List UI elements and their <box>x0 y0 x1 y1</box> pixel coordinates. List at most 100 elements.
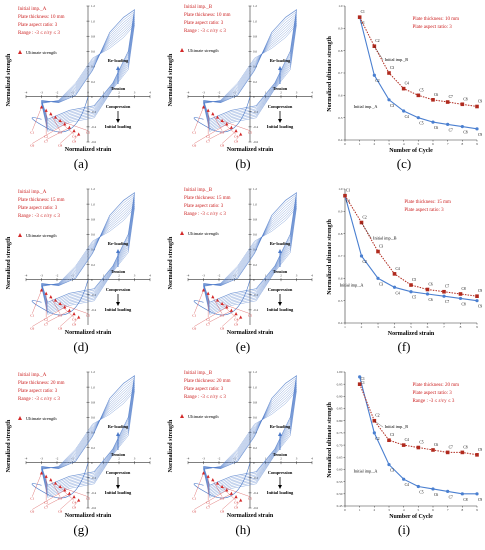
x-axis-title: Number of Cycle <box>389 148 433 154</box>
point-imp-b <box>475 453 479 457</box>
x-tick-label: 3 <box>296 91 298 95</box>
y-tick-label: 0.6 <box>253 233 257 237</box>
cycle-label: C9 <box>234 323 238 327</box>
x-tick-label: 2 <box>280 91 282 95</box>
y-tick-label: 1.2 <box>253 4 257 8</box>
point-imp-b <box>387 71 391 75</box>
info-line: Plate aspect ratio: 3 <box>412 391 452 396</box>
cycle-label: C2 <box>206 500 210 504</box>
y-tick-label: 1.2 <box>253 187 257 191</box>
reloading-arrowhead <box>278 66 282 70</box>
cycle-leader <box>73 134 79 140</box>
hysteresis-loop <box>41 379 135 489</box>
hysteresis-loop <box>41 20 135 129</box>
point-imp-a <box>416 116 420 120</box>
point-label-imp-a: C6 <box>429 298 433 302</box>
ultimate-marker <box>234 129 238 133</box>
cycle-label: C6 <box>192 510 196 514</box>
x-tick-label: 4 <box>311 457 313 461</box>
y-tick-label: 1.0 <box>91 19 95 23</box>
y-tick-label: 0.85 <box>337 407 343 411</box>
point-label-imp-b: C7 <box>449 95 453 99</box>
cycle-label: C6 <box>30 510 34 514</box>
point-label-imp-b: C1 <box>361 10 365 14</box>
point-label-imp-a: C5 <box>419 122 423 126</box>
cycle-label: C3 <box>58 497 62 501</box>
x-tick-label: 2 <box>280 274 282 278</box>
panel-letter: (e) <box>236 339 250 354</box>
initial-loading-label: Initial loading <box>105 124 132 129</box>
point-imp-a <box>431 487 435 491</box>
panel-letter: (a) <box>74 156 88 171</box>
point-label-imp-b: C4 <box>405 438 409 442</box>
point-imp-b <box>431 448 435 452</box>
point-label-imp-a: C9 <box>478 498 482 502</box>
cycle-label: C9 <box>234 506 238 510</box>
cycle-leader <box>194 107 204 131</box>
y-tick-label: 0.8 <box>91 400 95 404</box>
initial-loading-label: Initial loading <box>267 307 294 312</box>
hysteresis-loop <box>203 203 297 312</box>
x-tick-label: -2 <box>218 457 221 461</box>
cycle-label: C8 <box>58 144 62 148</box>
x-tick-label: 1 <box>344 325 346 329</box>
hysteresis-loop <box>203 192 297 303</box>
x-tick-label: 9 <box>476 325 478 329</box>
point-imp-a <box>460 125 464 129</box>
point-imp-b <box>460 102 465 107</box>
hysteresis-loop <box>203 199 297 309</box>
point-imp-b <box>460 450 465 455</box>
point-imp-a <box>387 462 391 467</box>
point-label-imp-a: C8 <box>463 131 467 135</box>
point-label-imp-a: C3 <box>390 104 394 108</box>
point-label-imp-a: C4 <box>405 483 409 487</box>
x-tick-label: -3 <box>40 91 43 95</box>
ultimate-marker <box>206 291 210 295</box>
x-axis-title: Number of Cycle <box>389 514 433 520</box>
legend-label: Ultimate strength <box>26 416 57 421</box>
hysteresis-loop <box>41 196 135 306</box>
cycle-leader <box>208 493 232 506</box>
info-line: Plate thickness: 10 mm <box>18 15 65 20</box>
hysteresis-loop <box>41 207 135 315</box>
cycle-label: C3 <box>220 497 224 501</box>
info-line: Range : -3 ≤ ε/εy ≤ 3 <box>184 29 226 34</box>
y-tick-label: 0.4 <box>338 321 343 325</box>
point-imp-a <box>416 484 420 489</box>
cycle-label: C1 <box>30 497 34 501</box>
point-label-imp-a: C5 <box>419 491 423 495</box>
point-label-imp-b: C4 <box>396 267 400 271</box>
hysteresis-loop <box>203 196 297 306</box>
info-line: Plate aspect ratio: 3 <box>184 387 224 392</box>
series-line-imp-b <box>359 384 478 456</box>
y-tick-label: 0.6 <box>338 277 343 281</box>
hysteresis-loop <box>203 380 297 491</box>
y-tick-label: 0.2 <box>253 446 257 450</box>
compression-label: Compression <box>268 470 293 475</box>
point-label-imp-b: C7 <box>449 445 453 449</box>
series-label-leader <box>361 222 372 239</box>
reloading-arrowhead <box>278 432 282 436</box>
hysteresis-loop <box>41 9 135 120</box>
cycle-label: C2 <box>44 134 48 138</box>
x-tick-label: 4 <box>149 457 151 461</box>
point-imp-b <box>475 104 479 109</box>
cycle-label: C7 <box>44 506 48 510</box>
y-tick-label: 1.0 <box>91 385 95 389</box>
compression-label: Compression <box>106 287 131 292</box>
point-imp-b <box>357 15 362 19</box>
cycle-label: C3 <box>58 131 62 135</box>
ultimate-marker <box>201 288 206 292</box>
info-line: Initial imp._A <box>18 373 47 378</box>
legend-label: Ultimate strength <box>188 414 219 419</box>
cycle-label: C9 <box>72 506 76 510</box>
ultimate-marker <box>53 115 58 119</box>
point-imp-a <box>475 127 479 131</box>
reloading-arrowhead <box>116 249 120 253</box>
cycle-leader <box>222 130 237 144</box>
y-tick-label: -0.6 <box>253 140 258 144</box>
cycle-leader <box>194 490 227 510</box>
info-line: Plate thickness: 20 mm <box>412 383 459 388</box>
legend-marker <box>18 416 22 420</box>
